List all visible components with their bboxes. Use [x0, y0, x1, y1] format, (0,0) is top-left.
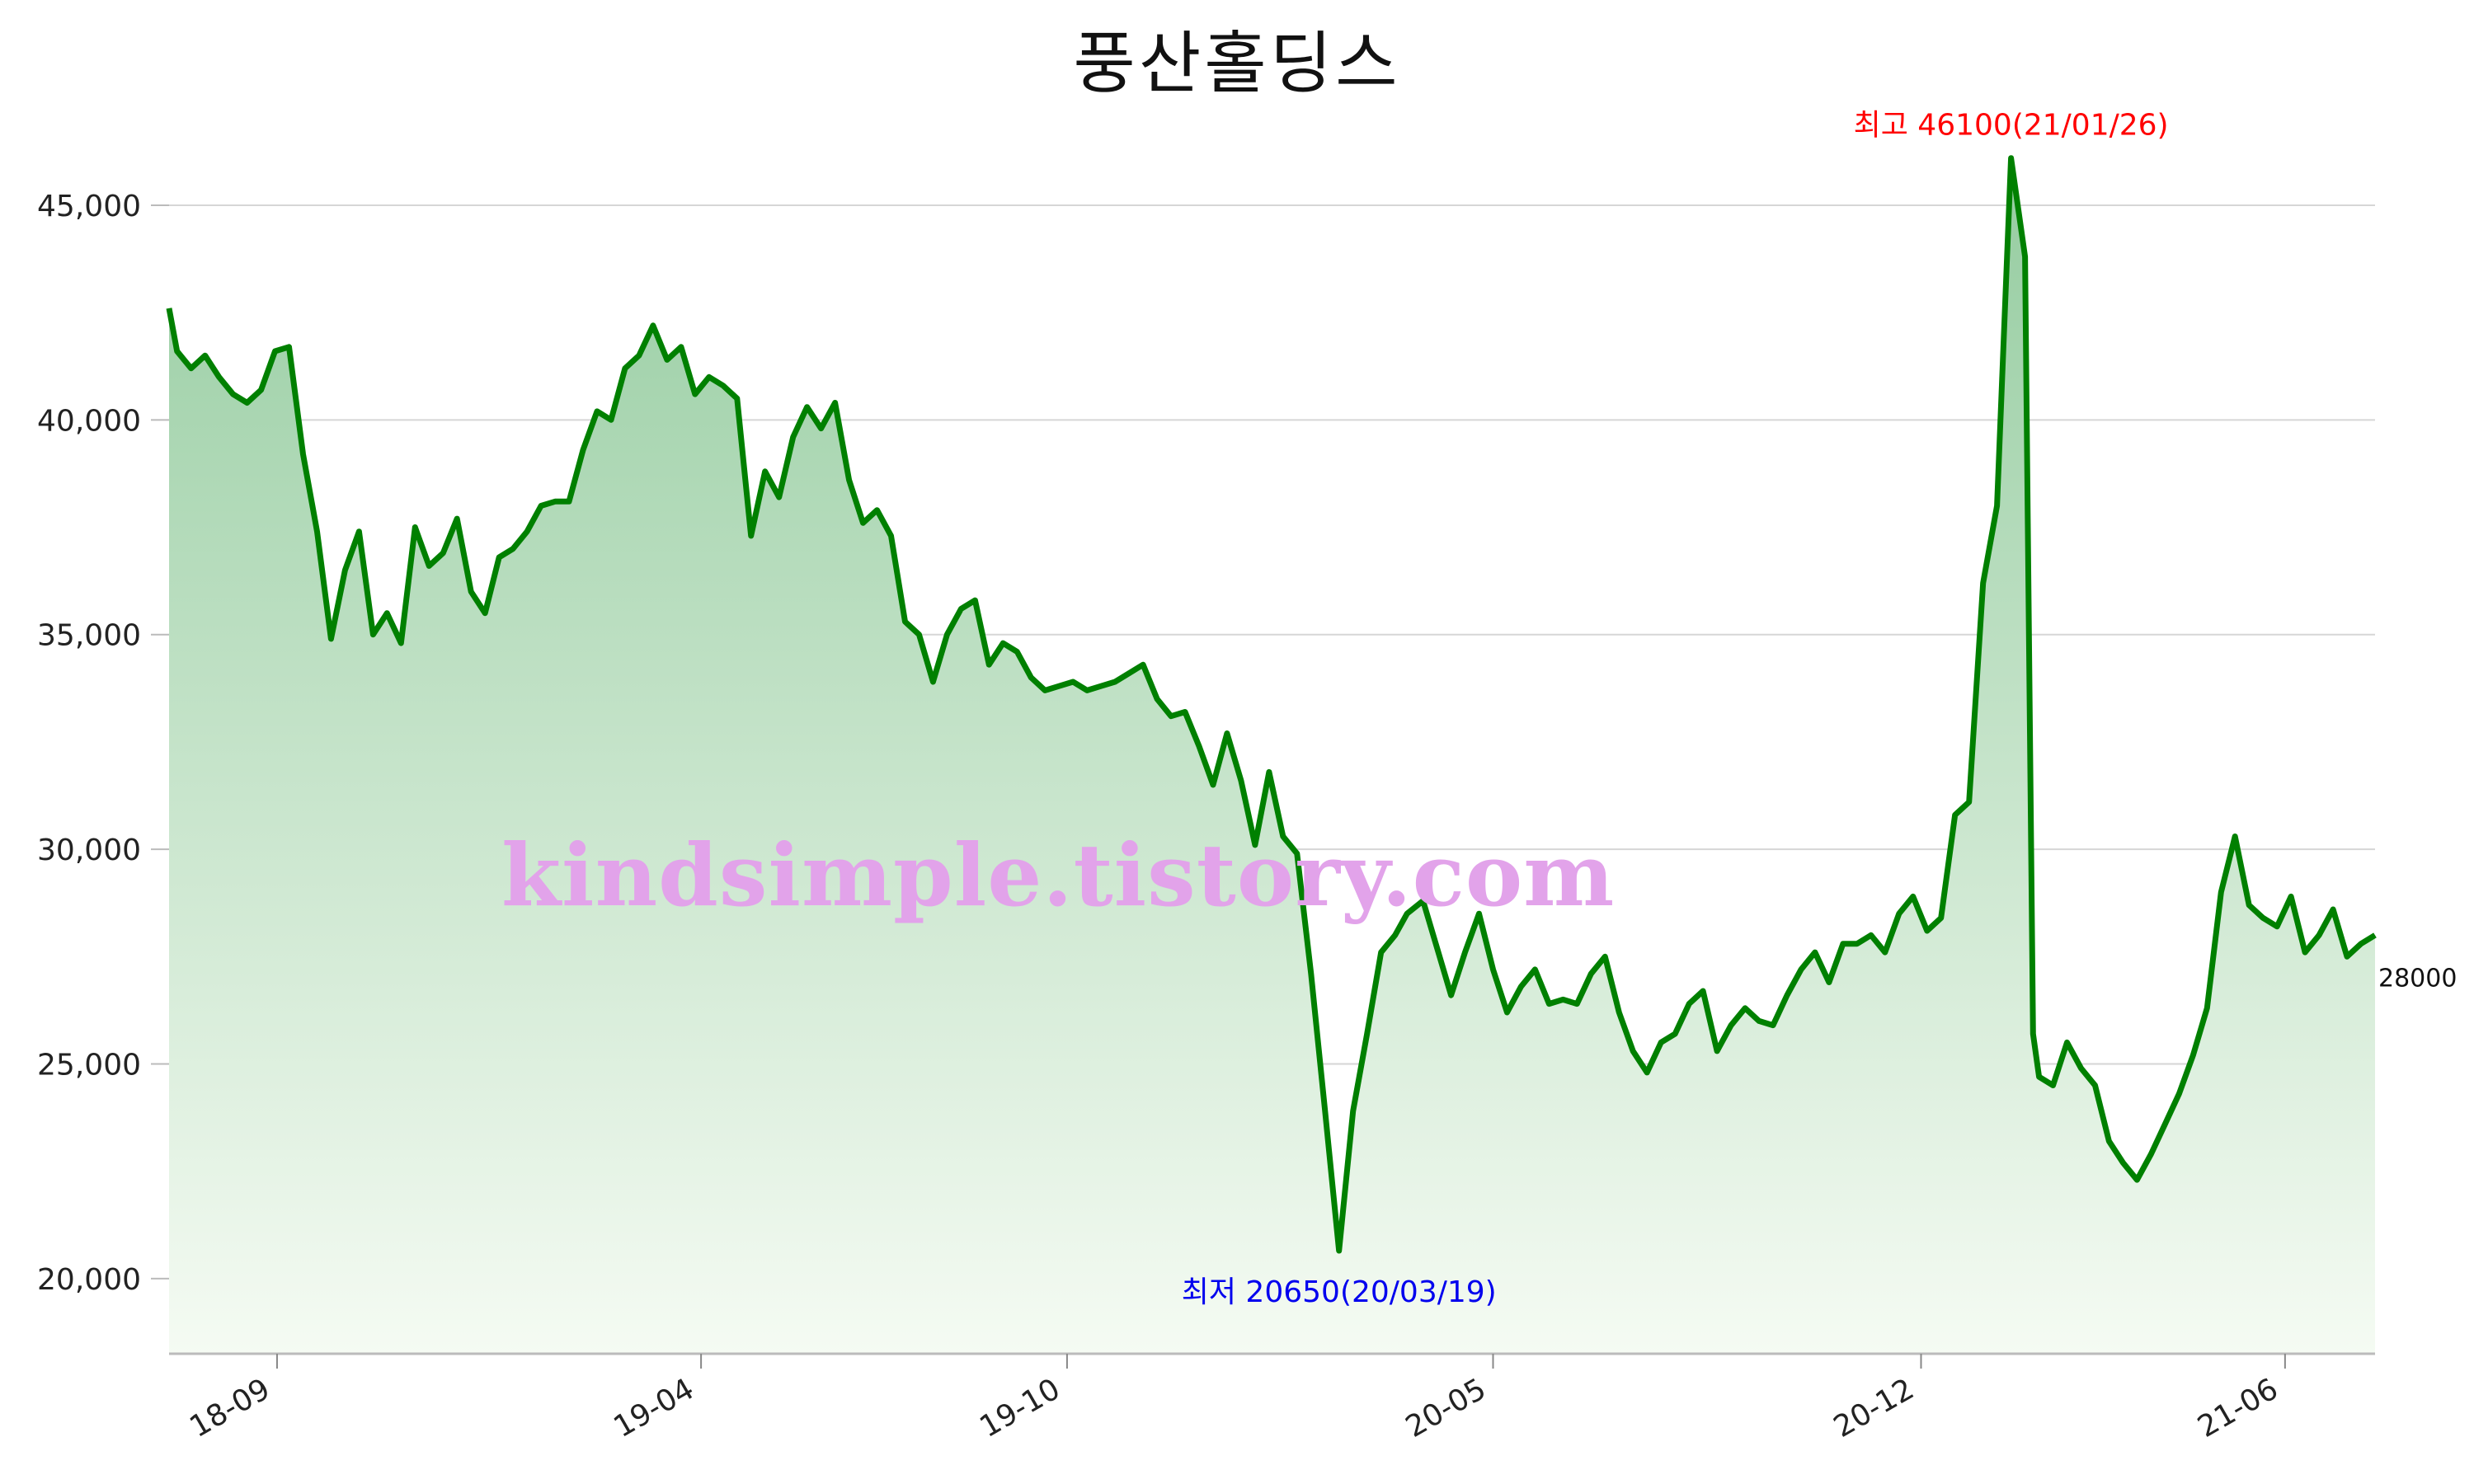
last-price-label: 28000 — [2378, 964, 2457, 993]
x-tick-label: 18-09 — [184, 1372, 275, 1444]
min-price-label: 최저 20650(20/03/19) — [1182, 1275, 1497, 1309]
chart-title: 풍산홀딩스 — [1073, 25, 1401, 103]
x-tick-label: 20-12 — [1828, 1372, 1920, 1444]
annotations: 최고 46100(21/01/26) 최저 20650(20/03/19) 2800… — [1182, 109, 2458, 1309]
watermark-text: kindsimple.tistory.com — [501, 824, 1616, 926]
x-tick-label: 19-04 — [609, 1372, 700, 1444]
price-line — [166, 155, 2377, 1254]
y-tick-label: 25,000 — [37, 1048, 141, 1082]
y-tick-label: 45,000 — [37, 190, 141, 223]
price-area-fill — [169, 157, 2375, 1355]
x-tick-label: 21-06 — [2192, 1372, 2284, 1444]
y-tick-label: 35,000 — [37, 619, 141, 653]
y-tick-label: 20,000 — [37, 1263, 141, 1297]
y-tick-label: 30,000 — [37, 834, 141, 867]
y-tick-label: 40,000 — [37, 404, 141, 438]
x-tick-label: 19-10 — [974, 1372, 1065, 1444]
max-price-label: 최고 46100(21/01/26) — [1854, 109, 2169, 143]
x-tick-label: 20-05 — [1400, 1372, 1492, 1444]
